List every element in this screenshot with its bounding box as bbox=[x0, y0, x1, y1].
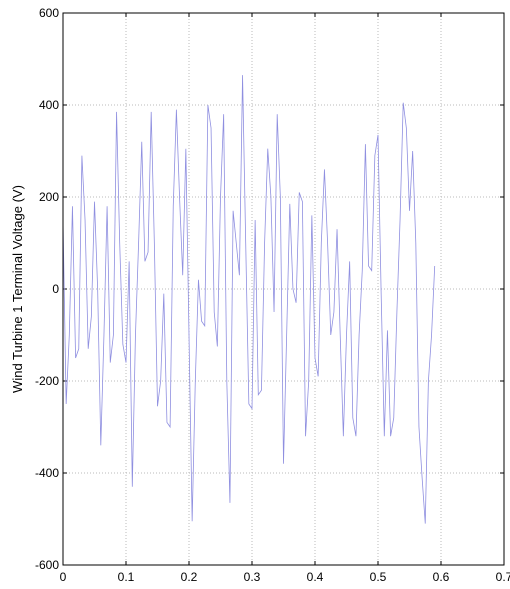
y-tick-label: 200 bbox=[39, 190, 59, 204]
x-tick-label: 0.3 bbox=[244, 570, 261, 584]
y-tick-label: 400 bbox=[39, 98, 59, 112]
y-tick-label: 600 bbox=[39, 6, 59, 20]
x-tick-label: 0.5 bbox=[370, 570, 387, 584]
plot-area bbox=[63, 13, 504, 565]
y-tick-label: -400 bbox=[35, 466, 59, 480]
y-tick-label: 0 bbox=[52, 282, 59, 296]
x-tick-label: 0.6 bbox=[433, 570, 450, 584]
line-series bbox=[62, 75, 436, 524]
x-tick-label: 0 bbox=[60, 570, 67, 584]
y-tick-label: -600 bbox=[35, 558, 59, 572]
plot-frame bbox=[62, 12, 505, 566]
x-tick-label: 0.4 bbox=[307, 570, 324, 584]
y-axis-label: Wind Turbine 1 Terminal Voltage (V) bbox=[10, 185, 25, 393]
x-tick-label: 0.1 bbox=[118, 570, 135, 584]
x-tick-label: 0.2 bbox=[181, 570, 198, 584]
x-tick-label: 0.7 bbox=[496, 570, 510, 584]
y-tick-label: -200 bbox=[35, 374, 59, 388]
